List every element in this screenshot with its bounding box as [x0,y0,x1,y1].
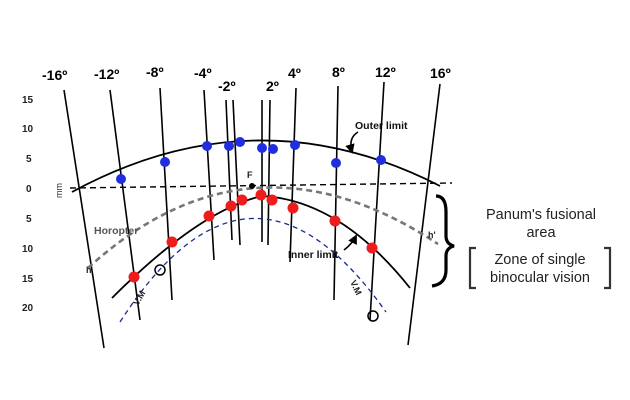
degree-label-minus2: -2º [218,78,236,94]
outer-limit-curve [71,139,441,193]
degree-labels: -16º -12º -8º -4º -2º 2º 4º 8º 12º 16º [42,64,451,94]
panum-brace [431,194,455,288]
direction-line-plus4 [289,87,297,263]
unit-label: mm [54,183,64,198]
inner-point-plus12 [366,242,378,254]
inner-point-center [255,189,267,201]
vm-left-label: V.M [131,289,147,307]
inner-point-minus2a [225,200,237,212]
direction-line-minus8 [159,87,173,301]
degree-label-plus12: 12º [375,64,396,80]
outer-point-minus4 [202,141,212,151]
inner-point-plus2 [266,194,278,206]
outer-point-minus2a [224,141,234,151]
scale-tick-b5: 5 [26,214,32,225]
inner-point-minus2b [236,194,248,206]
vm-right-label: V.M [348,279,363,297]
vm-curve [119,217,387,323]
inner-point-minus4 [203,210,215,222]
inner-point-minus12 [128,271,140,283]
outer-limit-label: Outer limit [355,120,408,132]
outer-point-plus2a [257,143,267,153]
degree-label-minus8: -8º [146,64,164,80]
scale-tick-b15: 15 [22,274,34,285]
scale-tick-5: 5 [26,154,32,165]
scale-tick-b20: 20 [22,303,34,314]
bottom-scale: 5 10 15 20 [22,214,34,314]
scale-tick-b10: 10 [22,244,34,255]
open-circle-left [154,264,166,276]
outer-point-minus8 [160,157,170,167]
degree-label-minus16: -16º [42,67,67,83]
scale-tick-0: 0 [26,184,32,195]
outer-point-minus12 [116,174,126,184]
h-left-label: h [86,265,92,275]
open-circle-right [367,310,379,322]
inner-limit-curve [111,195,411,299]
direction-line-minus2b [232,99,241,246]
scale-tick-15: 15 [22,95,34,106]
horopter-label: Horopter [94,225,138,237]
degree-label-minus4: -4º [194,65,212,81]
outer-limit-arrow [345,131,359,154]
degree-label-plus2: 2º [266,78,279,94]
inner-limit-label: Inner limit [288,249,339,261]
panum-title-line2: area [526,225,556,241]
inner-point-minus8 [166,236,178,248]
outer-point-plus12 [376,155,386,165]
inner-limit-arrow [343,234,357,251]
fixation-point [249,183,255,189]
inner-limit-points [128,189,378,283]
direction-line-plus12 [369,81,385,321]
outer-point-plus4 [290,140,300,150]
degree-label-plus4: 4º [288,65,301,81]
zone-line1: Zone of single [494,252,585,268]
degree-label-plus8: 8º [332,64,345,80]
inner-point-plus4 [287,202,299,214]
zone-bracket-left [468,246,476,290]
direction-line-minus16 [63,89,105,349]
direction-line-plus8 [333,85,339,301]
panum-title-line1: Panum's fusional [486,207,596,223]
direction-line-minus2a [225,99,233,241]
outer-point-plus8 [331,158,341,168]
outer-point-plus2b [268,144,278,154]
degree-label-minus12: -12º [94,66,119,82]
outer-point-minus2b [235,137,245,147]
h-right-label: h' [428,230,436,240]
inner-point-plus8 [329,215,341,227]
scale-tick-10: 10 [22,124,34,135]
zone-line2: binocular vision [490,270,590,286]
direction-line-plus16 [407,83,441,346]
top-scale: 15 10 5 0 [22,95,34,195]
zone-bracket-right [604,246,612,290]
horopter-curve [87,186,439,269]
outer-limit-points [116,137,386,184]
zero-baseline [69,182,453,189]
direction-line-plus2b [267,99,271,246]
fixation-label: F [247,170,253,180]
direction-lines [63,81,441,349]
degree-label-plus16: 16º [430,65,451,81]
direction-line-minus4 [203,89,215,261]
